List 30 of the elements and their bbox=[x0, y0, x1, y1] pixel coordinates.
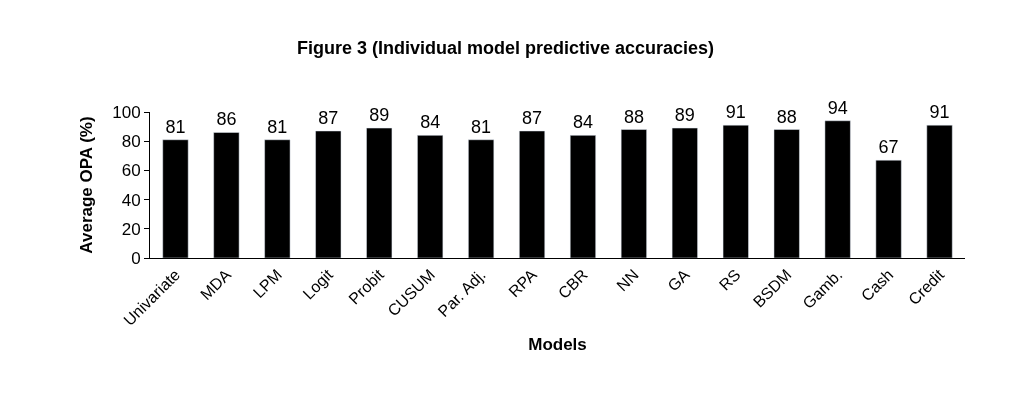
data-label: 81 bbox=[267, 116, 288, 137]
data-label: 88 bbox=[776, 106, 797, 127]
x-tick-label: NN bbox=[613, 265, 642, 295]
x-tick-label: RPA bbox=[505, 265, 541, 301]
y-axis-title: Average OPA (%) bbox=[76, 116, 96, 254]
y-tick-label: 20 bbox=[121, 219, 141, 239]
y-tick-label: 60 bbox=[121, 161, 141, 181]
data-label: 94 bbox=[827, 97, 848, 118]
y-tick-label: 100 bbox=[112, 102, 141, 122]
x-tick-label: GA bbox=[664, 265, 693, 295]
x-axis-title: Models bbox=[528, 335, 587, 355]
data-label: 87 bbox=[318, 107, 339, 128]
data-label: 84 bbox=[572, 112, 593, 133]
data-label: 81 bbox=[165, 116, 186, 137]
data-label: 84 bbox=[420, 112, 441, 133]
data-label: 91 bbox=[929, 102, 950, 123]
data-label: 86 bbox=[216, 109, 237, 130]
y-tick-label: 40 bbox=[121, 190, 141, 210]
data-label: 89 bbox=[674, 105, 695, 126]
data-label: 67 bbox=[878, 137, 899, 158]
data-label: 89 bbox=[369, 105, 390, 126]
x-tick-label: Par. Adj. bbox=[434, 265, 489, 321]
data-label: 88 bbox=[623, 106, 644, 127]
x-tick-label: RS bbox=[715, 265, 744, 294]
chart-title: Figure 3 (Individual model predictive accuracies) bbox=[296, 38, 715, 59]
y-tick-label: 80 bbox=[121, 132, 141, 152]
y-tick-label: 0 bbox=[131, 248, 141, 268]
data-label: 81 bbox=[471, 116, 492, 137]
data-label: 91 bbox=[725, 102, 746, 123]
data-label: 87 bbox=[522, 107, 543, 128]
